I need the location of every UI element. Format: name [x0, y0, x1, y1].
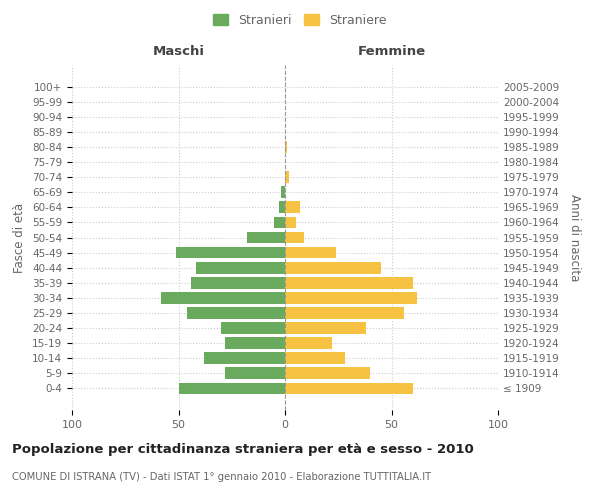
Bar: [278, 202, 285, 213]
Bar: [285, 382, 413, 394]
Bar: [161, 292, 285, 304]
Legend: Stranieri, Straniere: Stranieri, Straniere: [208, 8, 392, 32]
Bar: [176, 246, 285, 258]
Bar: [281, 186, 285, 198]
Text: Popolazione per cittadinanza straniera per età e sesso - 2010: Popolazione per cittadinanza straniera p…: [12, 442, 474, 456]
Bar: [285, 262, 381, 274]
Bar: [285, 277, 413, 288]
Bar: [196, 262, 285, 274]
Bar: [226, 368, 285, 379]
Bar: [285, 338, 332, 349]
Bar: [285, 232, 304, 243]
Bar: [285, 246, 336, 258]
Bar: [247, 232, 285, 243]
Bar: [285, 322, 366, 334]
Bar: [221, 322, 285, 334]
Bar: [285, 202, 300, 213]
Text: COMUNE DI ISTRANA (TV) - Dati ISTAT 1° gennaio 2010 - Elaborazione TUTTITALIA.IT: COMUNE DI ISTRANA (TV) - Dati ISTAT 1° g…: [12, 472, 431, 482]
Y-axis label: Anni di nascita: Anni di nascita: [568, 194, 581, 281]
Bar: [285, 292, 417, 304]
Bar: [285, 307, 404, 319]
Y-axis label: Fasce di età: Fasce di età: [13, 202, 26, 272]
Bar: [226, 338, 285, 349]
Bar: [274, 216, 285, 228]
Bar: [187, 307, 285, 319]
Bar: [285, 352, 344, 364]
Bar: [285, 141, 287, 153]
Text: Femmine: Femmine: [358, 45, 425, 58]
Bar: [285, 216, 296, 228]
Bar: [191, 277, 285, 288]
Bar: [285, 368, 370, 379]
Bar: [285, 171, 289, 183]
Bar: [204, 352, 285, 364]
Text: Maschi: Maschi: [152, 45, 205, 58]
Bar: [179, 382, 285, 394]
